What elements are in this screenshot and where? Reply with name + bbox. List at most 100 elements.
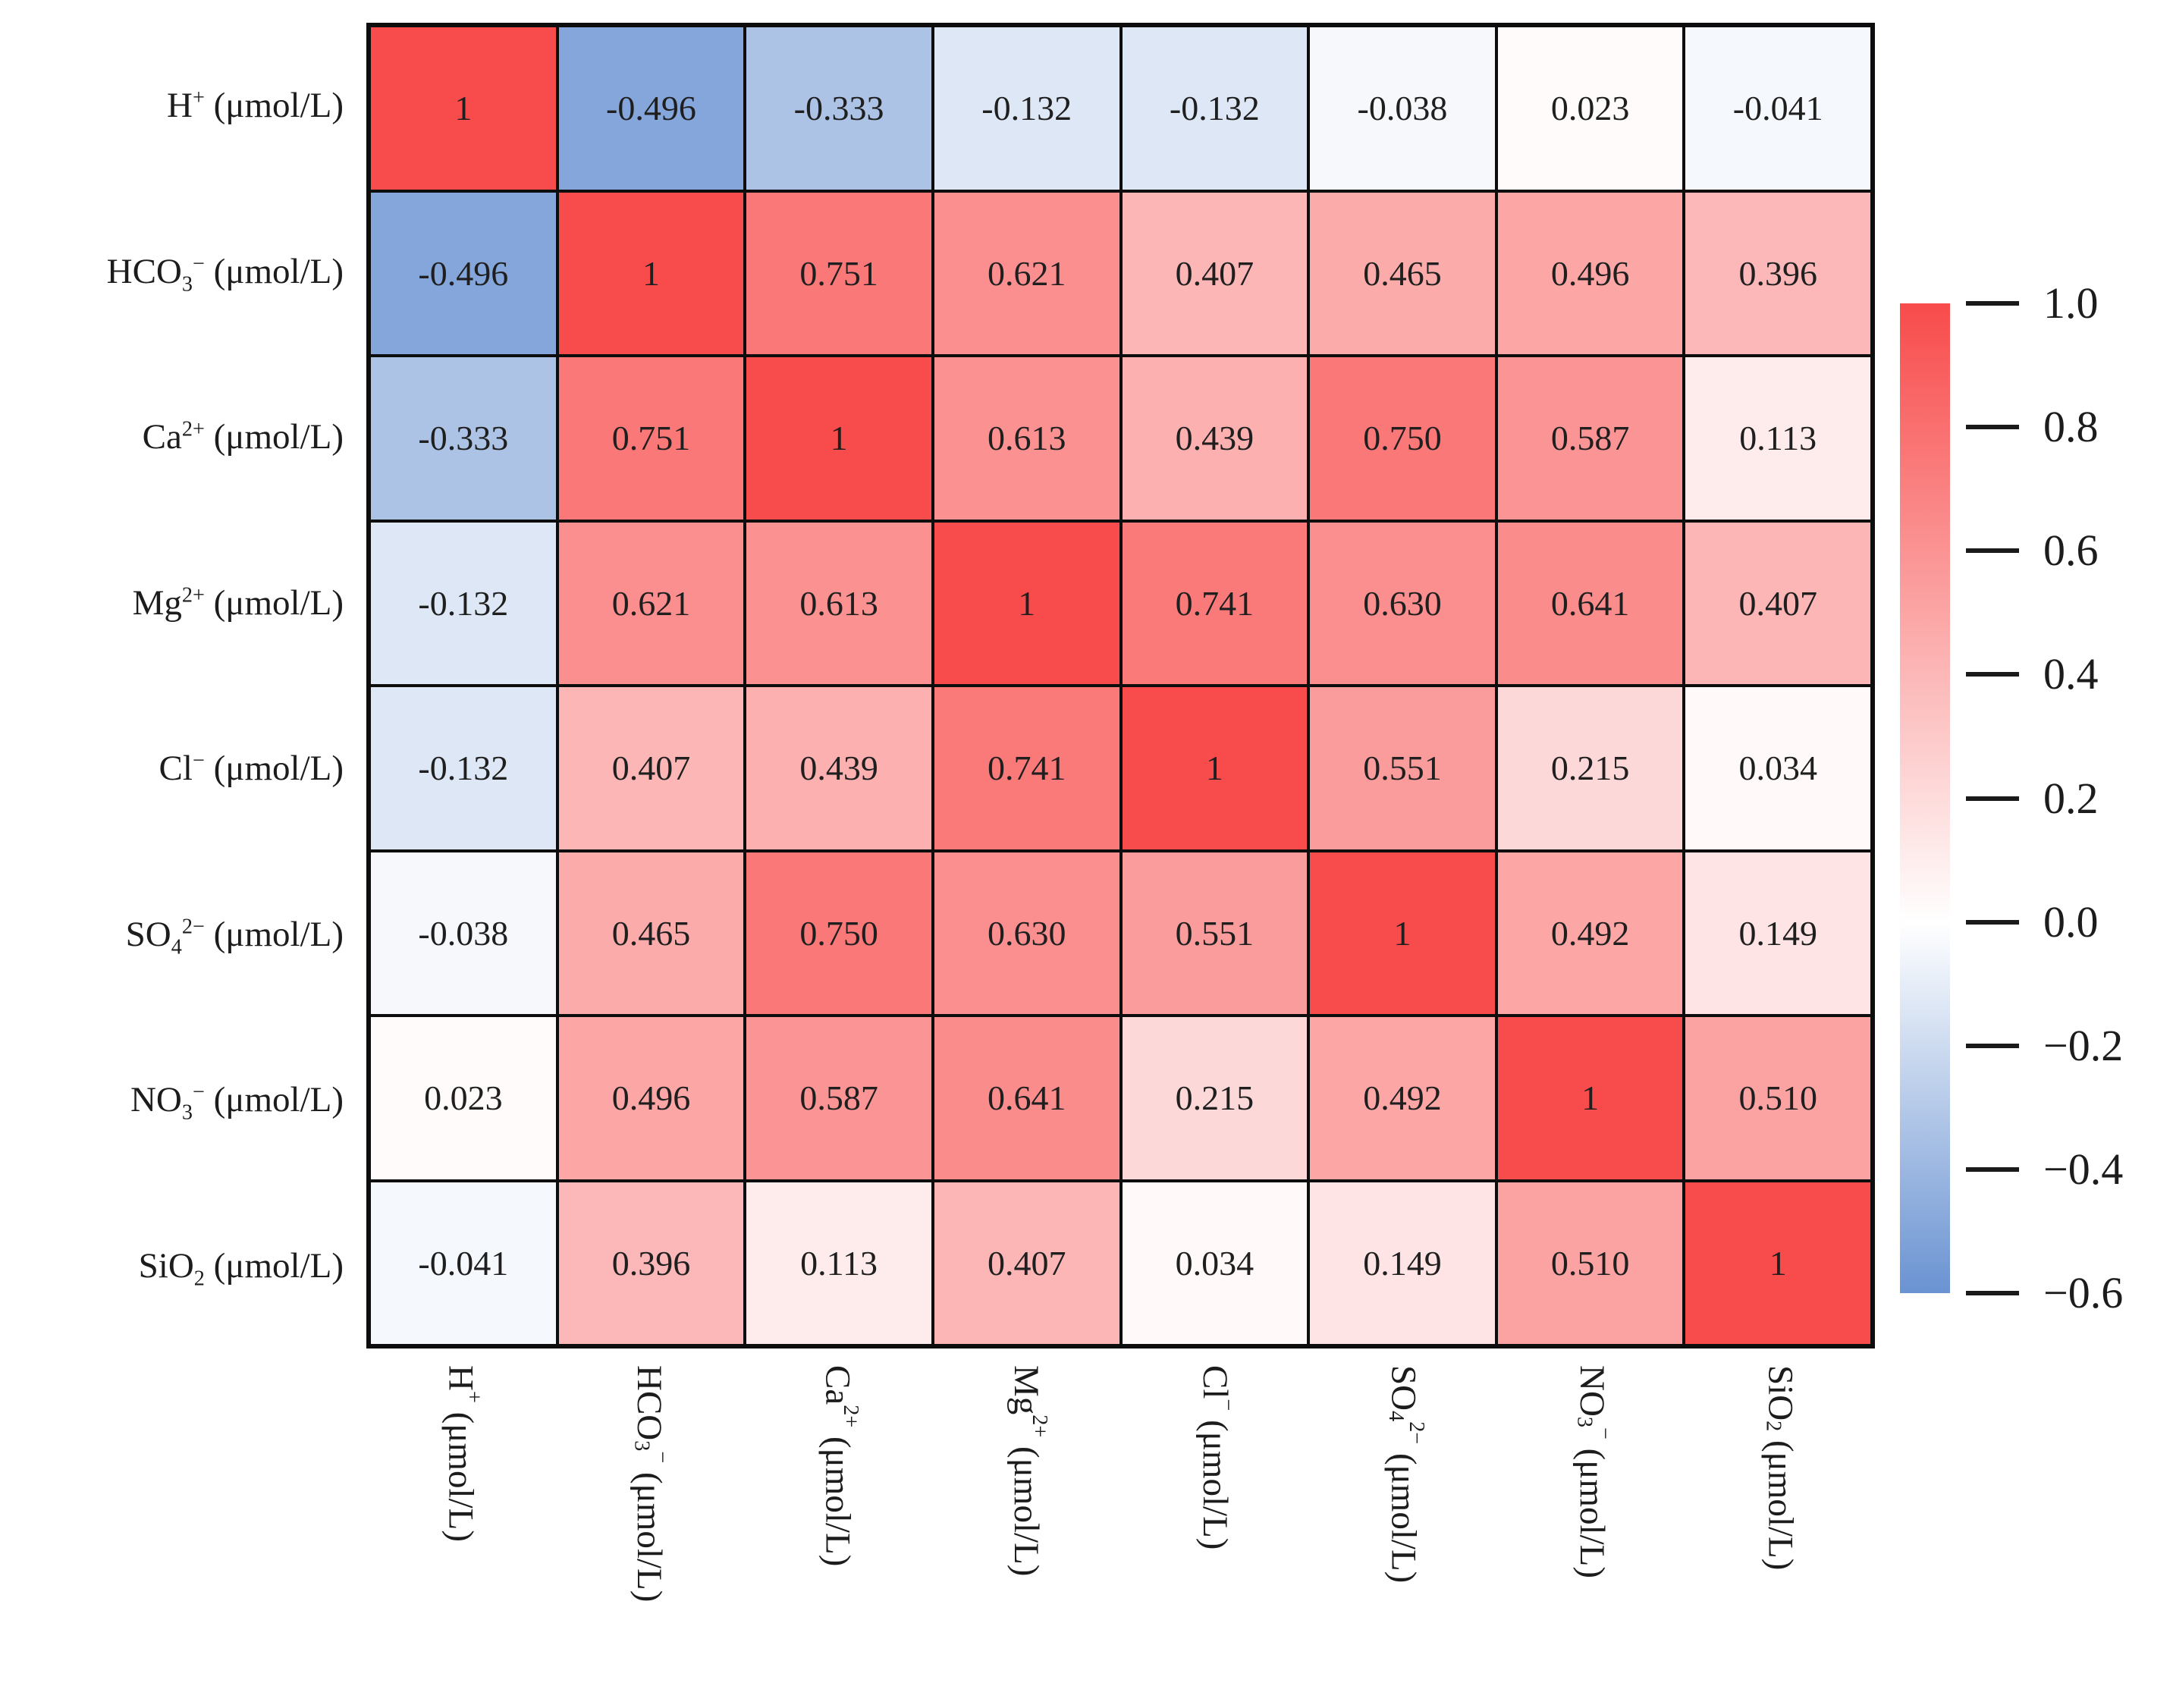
heatmap-cell: 0.149: [1684, 850, 1872, 1016]
heatmap-cell: 0.587: [745, 1016, 933, 1181]
colorbar-tick: [1966, 1043, 2019, 1048]
heatmap-cell: 0.551: [1120, 850, 1309, 1016]
heatmap-cell: 0.023: [369, 1016, 557, 1181]
heatmap-cell: 0.113: [1684, 356, 1872, 521]
heatmap-cell: -0.041: [1684, 26, 1872, 191]
heatmap-cell: -0.132: [932, 26, 1121, 191]
heatmap-cell: 0.751: [745, 190, 933, 356]
heatmap-cell: 0.215: [1496, 686, 1685, 851]
heatmap-cell: 0.496: [1496, 190, 1685, 356]
colorbar-tick-label: −0.2: [2043, 1020, 2124, 1070]
heatmap-cell: 0.407: [1120, 190, 1309, 356]
heatmap-cell: 0.439: [745, 686, 933, 851]
x-axis-label: H+ (μmol/L): [441, 1365, 485, 1542]
heatmap-cell: -0.496: [369, 190, 557, 356]
heatmap-cell: 0.613: [745, 520, 933, 686]
heatmap-cell: 0.630: [1308, 520, 1496, 686]
heatmap-cell: 0.034: [1684, 686, 1872, 851]
y-axis-label: Mg2+ (μmol/L): [132, 582, 344, 623]
heatmap-cell: -0.333: [369, 356, 557, 521]
heatmap-cell: 1: [1308, 850, 1496, 1016]
heatmap-cell: 0.396: [1684, 190, 1872, 356]
x-axis-label: SO42− (μmol/L): [1383, 1365, 1429, 1584]
heatmap-cell: 0.510: [1496, 1180, 1685, 1345]
colorbar-tick-label: 0.4: [2043, 649, 2099, 699]
colorbar-tick: [1966, 425, 2019, 430]
y-axis-label: Ca2+ (μmol/L): [142, 417, 344, 457]
heatmap-cell: 0.034: [1120, 1180, 1309, 1345]
colorbar-tick: [1966, 672, 2019, 677]
heatmap-cell: 0.741: [1120, 520, 1309, 686]
heatmap-cell: 0.465: [557, 850, 746, 1016]
heatmap-cell: 0.630: [932, 850, 1121, 1016]
heatmap-grid: 1 -0.496 -0.333 -0.132 -0.132 -0.038 0.023 -0.0…: [366, 23, 1875, 1349]
heatmap-cell: 1: [1496, 1016, 1685, 1181]
heatmap-cell: 0.396: [557, 1180, 746, 1345]
heatmap-cell: 1: [557, 190, 746, 356]
colorbar-tick-label: 0.0: [2043, 896, 2099, 947]
x-axis-labels: H+ (μmol/L) HCO3− (μmol/L) Ca2+ (μmol/L) Mg…: [366, 1365, 1875, 1706]
y-axis-labels: H+ (μmol/L) HCO3− (μmol/L) Ca2+ (μmol/L) Mg…: [0, 23, 354, 1349]
colorbar-tick: [1966, 1166, 2019, 1172]
heatmap-cell: -0.132: [369, 686, 557, 851]
heatmap-cell: 0.407: [557, 686, 746, 851]
colorbar-tick-label: −0.6: [2043, 1268, 2124, 1317]
heatmap-cell: 0.750: [1308, 356, 1496, 521]
colorbar-tick: [1966, 548, 2019, 554]
x-axis-label: SiO2 (μmol/L): [1760, 1365, 1801, 1571]
colorbar-tick-label: 1.0: [2043, 278, 2099, 328]
x-axis-label: Ca2+ (μmol/L): [818, 1365, 863, 1567]
colorbar-tick-label: 0.6: [2043, 526, 2099, 576]
heatmap-cell: 0.113: [745, 1180, 933, 1345]
y-axis-label: SO42− (μmol/L): [125, 914, 344, 959]
colorbar-tick-label: 0.8: [2043, 402, 2099, 452]
heatmap-cell: 0.492: [1308, 1016, 1496, 1181]
heatmap-cell: 0.215: [1120, 1016, 1309, 1181]
heatmap-cell: 0.510: [1684, 1016, 1872, 1181]
x-axis-label: NO3− (μmol/L): [1572, 1365, 1617, 1579]
heatmap-cell: 0.492: [1496, 850, 1685, 1016]
heatmap-cell: 0.551: [1308, 686, 1496, 851]
heatmap-cell: 0.621: [557, 520, 746, 686]
heatmap-cell: 0.023: [1496, 26, 1685, 191]
colorbar-tick-label: 0.2: [2043, 773, 2099, 823]
colorbar-tick: [1966, 919, 2019, 925]
heatmap-cell: -0.496: [557, 26, 746, 191]
colorbar-tick: [1966, 796, 2019, 801]
heatmap-cell: 0.750: [745, 850, 933, 1016]
heatmap-cell: 0.149: [1308, 1180, 1496, 1345]
heatmap-cell: 0.407: [1684, 520, 1872, 686]
heatmap-cell: 0.641: [1496, 520, 1685, 686]
heatmap-cell: 0.407: [932, 1180, 1121, 1345]
y-axis-label: SiO2 (μmol/L): [138, 1245, 344, 1291]
heatmap-cell: 0.621: [932, 190, 1121, 356]
heatmap-cell: 0.496: [557, 1016, 746, 1181]
heatmap-cell: -0.038: [1308, 26, 1496, 191]
heatmap-cell: 0.641: [932, 1016, 1121, 1181]
x-axis-label: Mg2+ (μmol/L): [1006, 1365, 1051, 1577]
heatmap-cell: -0.333: [745, 26, 933, 191]
heatmap-cell: 0.587: [1496, 356, 1685, 521]
colorbar-tick-label: −0.4: [2043, 1144, 2124, 1194]
heatmap-cell: 1: [745, 356, 933, 521]
heatmap-cell: 1: [369, 26, 557, 191]
heatmap-cell: 1: [932, 520, 1121, 686]
heatmap-cell: 1: [1684, 1180, 1872, 1345]
heatmap-cell: -0.038: [369, 850, 557, 1016]
heatmap-cell: 0.465: [1308, 190, 1496, 356]
heatmap-cell: 1: [1120, 686, 1309, 851]
heatmap-cell: 0.439: [1120, 356, 1309, 521]
colorbar: [1900, 303, 1950, 1293]
colorbar-tick: [1966, 1291, 2019, 1295]
heatmap-cell: -0.132: [1120, 26, 1309, 191]
heatmap-cell: 0.751: [557, 356, 746, 521]
x-axis-label: Cl− (μmol/L): [1195, 1365, 1240, 1550]
y-axis-label: Cl− (μmol/L): [159, 749, 344, 789]
y-axis-label: HCO3− (μmol/L): [106, 251, 344, 297]
colorbar-tick: [1966, 301, 2019, 306]
y-axis-label: H+ (μmol/L): [167, 86, 344, 126]
heatmap-cell: -0.132: [369, 520, 557, 686]
heatmap-cell: -0.041: [369, 1180, 557, 1345]
heatmap-cell: 0.741: [932, 686, 1121, 851]
